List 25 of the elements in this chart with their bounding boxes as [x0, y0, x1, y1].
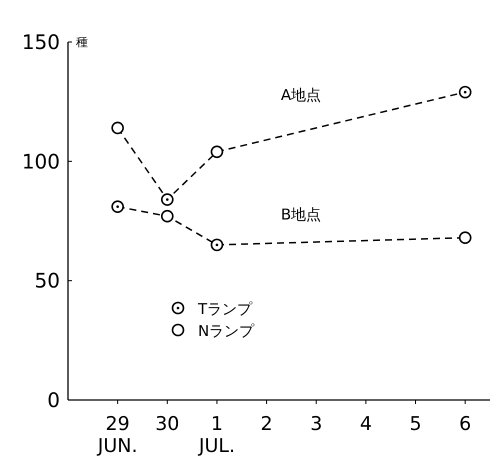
point	[210, 145, 224, 158]
x-tick-label: 4	[360, 413, 372, 435]
x-tick-label: 1 JUL.	[198, 413, 236, 457]
y-tick-label: 0	[47, 388, 60, 412]
y-tick-label: 100	[22, 149, 60, 174]
point	[111, 122, 124, 134]
series-label: A地点	[280, 86, 322, 104]
legend-label: Nランプ	[198, 322, 256, 340]
legend-label: Tランプ	[197, 300, 254, 318]
series-label: B地点	[280, 205, 322, 224]
x-tick-label: 2	[260, 413, 273, 435]
point	[160, 210, 174, 223]
x-tick-label: 3	[310, 413, 322, 435]
x-tick-label: 30	[155, 413, 180, 435]
y-tick-label: 150	[22, 30, 60, 54]
y-tick-label: 50	[34, 268, 60, 293]
point	[458, 86, 472, 98]
point	[210, 238, 224, 252]
x-tick-label: 6	[459, 413, 472, 435]
y-axis-title: 種	[76, 35, 88, 49]
x-tick-label: 29 JUN.	[96, 413, 138, 457]
point	[111, 200, 124, 213]
x-tick-label: 5	[409, 413, 422, 435]
point	[160, 193, 174, 206]
point	[458, 231, 472, 244]
